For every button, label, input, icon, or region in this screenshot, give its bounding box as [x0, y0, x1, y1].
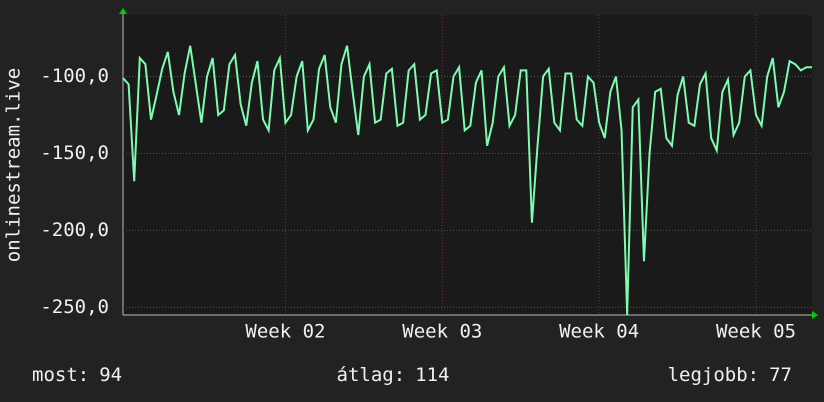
stat-value: 94 — [99, 364, 122, 386]
y-tick-label: -150,0 — [40, 142, 109, 164]
line — [122, 45, 812, 316]
stat-label: átlag: — [337, 364, 406, 386]
stat: most: 94 — [32, 364, 122, 386]
stat-label: legjobb: — [668, 364, 760, 386]
x-tick-label: Week 04 — [559, 321, 639, 343]
stat-value: 114 — [415, 364, 449, 386]
y-tick-label: -250,0 — [40, 296, 109, 318]
stat: legjobb: 77 — [668, 364, 792, 386]
stat-value: 77 — [769, 364, 792, 386]
x-arrow — [812, 311, 818, 319]
x-tick-label: Week 05 — [716, 321, 796, 343]
stat-label: most: — [32, 364, 89, 386]
x-tick-label: Week 02 — [245, 321, 325, 343]
y-axis-label: onlinestream.live — [3, 68, 25, 262]
y-tick-label: -200,0 — [40, 219, 109, 241]
y-arrow — [119, 8, 127, 14]
plot-area — [123, 15, 812, 315]
stat: átlag: 114 — [337, 364, 450, 386]
y-tick-label: -100,0 — [40, 65, 109, 87]
x-tick-label: Week 03 — [402, 321, 482, 343]
